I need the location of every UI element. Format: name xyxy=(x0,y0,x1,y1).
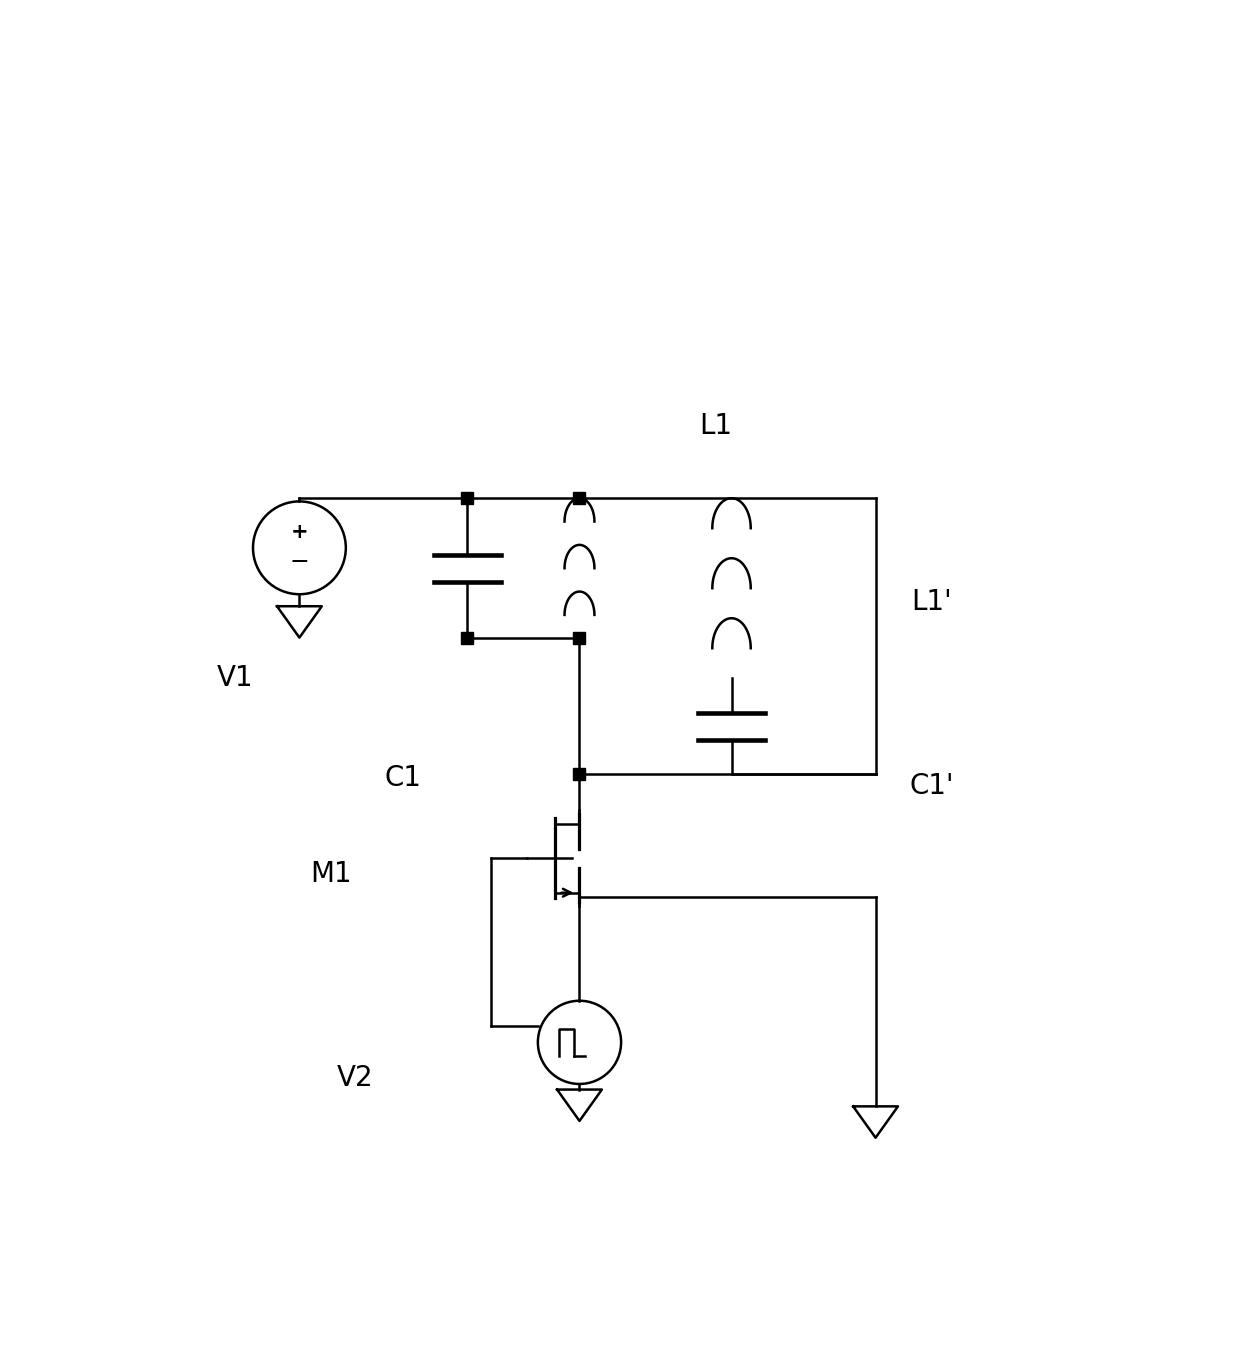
Text: C1': C1' xyxy=(909,773,954,800)
Text: −: − xyxy=(289,550,309,574)
Text: V2: V2 xyxy=(337,1065,373,1093)
Text: C1: C1 xyxy=(384,765,422,792)
Text: L1: L1 xyxy=(699,412,732,440)
Text: M1: M1 xyxy=(310,861,352,889)
Text: +: + xyxy=(290,521,309,542)
Text: V1: V1 xyxy=(217,665,254,692)
Text: L1': L1' xyxy=(911,588,952,616)
